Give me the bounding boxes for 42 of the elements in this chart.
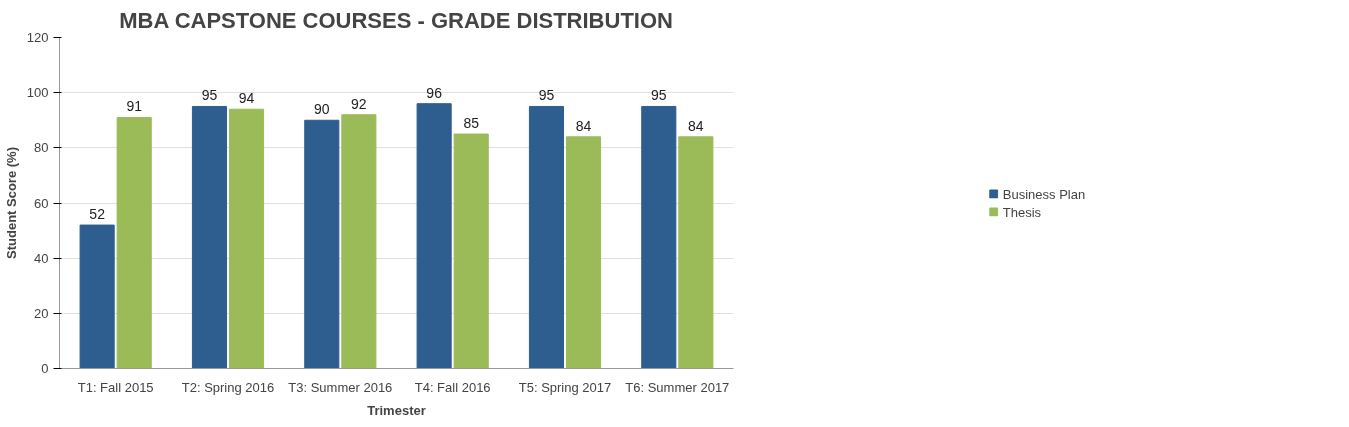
x-tick-label: T2: Spring 2016 xyxy=(181,379,275,395)
data-label: 92 xyxy=(351,95,367,112)
bar xyxy=(641,105,677,369)
x-axis-title: Trimester xyxy=(367,402,426,418)
y-tick-label: 40 xyxy=(34,250,49,266)
y-tick-label: 120 xyxy=(26,30,49,45)
data-label: 85 xyxy=(463,115,480,132)
legend-label: Thesis xyxy=(1002,204,1042,219)
x-tick-label: T5: Spring 2017 xyxy=(518,379,612,395)
data-label: 95 xyxy=(201,87,218,104)
data-label: 95 xyxy=(538,87,555,104)
x-tick-label: T6: Summer 2017 xyxy=(625,379,730,395)
legend-label: Business Plan xyxy=(1002,186,1086,201)
bar xyxy=(453,133,489,369)
y-tick-label: 0 xyxy=(41,361,49,376)
bar xyxy=(304,119,340,369)
bar xyxy=(116,116,152,369)
bar xyxy=(341,114,377,369)
chart-title: MBA CAPSTONE COURSES - GRADE DISTRIBUTION xyxy=(119,7,673,33)
bar xyxy=(528,105,565,369)
data-label: 91 xyxy=(126,98,143,115)
data-label: 94 xyxy=(238,90,255,107)
y-tick-label: 100 xyxy=(26,85,49,101)
data-label: 95 xyxy=(651,87,667,104)
data-label: 52 xyxy=(89,206,106,223)
bar xyxy=(565,136,602,369)
bar xyxy=(79,224,115,369)
data-label: 96 xyxy=(426,84,443,101)
y-axis-title: Student Score (%) xyxy=(3,147,19,259)
x-tick-label: T1: Fall 2015 xyxy=(77,379,154,395)
data-label: 84 xyxy=(688,117,704,134)
bar xyxy=(191,105,228,369)
y-tick-label: 20 xyxy=(34,305,49,321)
x-tick-label: T3: Summer 2016 xyxy=(288,379,393,395)
bar xyxy=(228,108,265,369)
data-label: 84 xyxy=(575,117,592,134)
data-label: 90 xyxy=(314,101,330,118)
y-tick-label: 60 xyxy=(34,195,49,211)
bar xyxy=(678,136,714,369)
y-tick-label: 80 xyxy=(34,140,49,156)
bar xyxy=(416,103,452,369)
x-tick-label: T4: Fall 2016 xyxy=(414,379,491,395)
